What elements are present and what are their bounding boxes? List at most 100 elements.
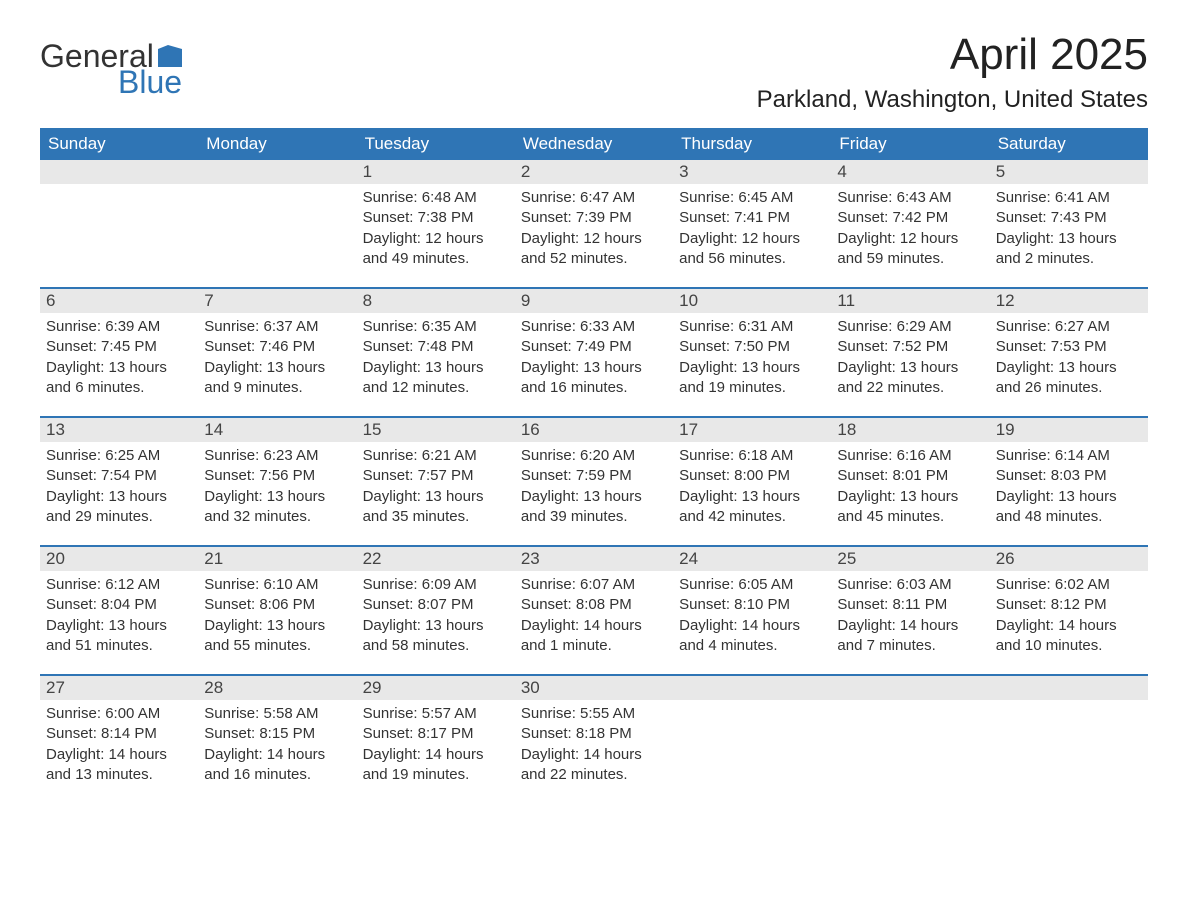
sunrise-line: Sunrise: 6:37 AM bbox=[204, 317, 350, 337]
daylight-line: Daylight: 13 hours and 42 minutes. bbox=[679, 487, 825, 528]
sunrise-line: Sunrise: 6:00 AM bbox=[46, 704, 192, 724]
daylight-line: Daylight: 13 hours and 55 minutes. bbox=[204, 616, 350, 657]
day-cell: 14Sunrise: 6:23 AMSunset: 7:56 PMDayligh… bbox=[198, 417, 356, 546]
sunset-line: Sunset: 8:18 PM bbox=[521, 724, 667, 744]
sunrise-line: Sunrise: 6:35 AM bbox=[363, 317, 509, 337]
sunrise-line: Sunrise: 6:05 AM bbox=[679, 575, 825, 595]
day-body bbox=[673, 700, 831, 800]
sunrise-line: Sunrise: 6:45 AM bbox=[679, 188, 825, 208]
day-number bbox=[198, 160, 356, 184]
sunset-line: Sunset: 7:49 PM bbox=[521, 337, 667, 357]
sunrise-line: Sunrise: 6:43 AM bbox=[837, 188, 983, 208]
day-body: Sunrise: 6:09 AMSunset: 8:07 PMDaylight:… bbox=[357, 571, 515, 674]
day-cell: 18Sunrise: 6:16 AMSunset: 8:01 PMDayligh… bbox=[831, 417, 989, 546]
day-number: 10 bbox=[673, 289, 831, 313]
day-cell bbox=[831, 675, 989, 803]
day-body: Sunrise: 6:05 AMSunset: 8:10 PMDaylight:… bbox=[673, 571, 831, 674]
sunset-line: Sunset: 8:11 PM bbox=[837, 595, 983, 615]
day-cell: 6Sunrise: 6:39 AMSunset: 7:45 PMDaylight… bbox=[40, 288, 198, 417]
sunset-line: Sunset: 8:00 PM bbox=[679, 466, 825, 486]
sunrise-line: Sunrise: 6:29 AM bbox=[837, 317, 983, 337]
day-body: Sunrise: 6:07 AMSunset: 8:08 PMDaylight:… bbox=[515, 571, 673, 674]
day-number: 20 bbox=[40, 547, 198, 571]
day-cell: 12Sunrise: 6:27 AMSunset: 7:53 PMDayligh… bbox=[990, 288, 1148, 417]
daylight-line: Daylight: 13 hours and 26 minutes. bbox=[996, 358, 1142, 399]
sunset-line: Sunset: 7:42 PM bbox=[837, 208, 983, 228]
day-number: 15 bbox=[357, 418, 515, 442]
day-number: 9 bbox=[515, 289, 673, 313]
sunset-line: Sunset: 7:43 PM bbox=[996, 208, 1142, 228]
day-cell: 17Sunrise: 6:18 AMSunset: 8:00 PMDayligh… bbox=[673, 417, 831, 546]
day-number: 2 bbox=[515, 160, 673, 184]
sunrise-line: Sunrise: 6:48 AM bbox=[363, 188, 509, 208]
title-block: April 2025 Parkland, Washington, United … bbox=[757, 30, 1148, 114]
day-cell: 22Sunrise: 6:09 AMSunset: 8:07 PMDayligh… bbox=[357, 546, 515, 675]
sunrise-line: Sunrise: 6:16 AM bbox=[837, 446, 983, 466]
day-cell: 26Sunrise: 6:02 AMSunset: 8:12 PMDayligh… bbox=[990, 546, 1148, 675]
daylight-line: Daylight: 13 hours and 22 minutes. bbox=[837, 358, 983, 399]
sunset-line: Sunset: 8:15 PM bbox=[204, 724, 350, 744]
day-cell: 23Sunrise: 6:07 AMSunset: 8:08 PMDayligh… bbox=[515, 546, 673, 675]
week-row: 13Sunrise: 6:25 AMSunset: 7:54 PMDayligh… bbox=[40, 417, 1148, 546]
sunrise-line: Sunrise: 5:58 AM bbox=[204, 704, 350, 724]
daylight-line: Daylight: 13 hours and 2 minutes. bbox=[996, 229, 1142, 270]
sunrise-line: Sunrise: 6:03 AM bbox=[837, 575, 983, 595]
sunrise-line: Sunrise: 6:31 AM bbox=[679, 317, 825, 337]
weekday-header: Friday bbox=[831, 128, 989, 160]
sunset-line: Sunset: 7:41 PM bbox=[679, 208, 825, 228]
day-number: 5 bbox=[990, 160, 1148, 184]
weekday-header: Monday bbox=[198, 128, 356, 160]
daylight-line: Daylight: 13 hours and 9 minutes. bbox=[204, 358, 350, 399]
day-body: Sunrise: 6:25 AMSunset: 7:54 PMDaylight:… bbox=[40, 442, 198, 545]
day-number: 18 bbox=[831, 418, 989, 442]
day-body: Sunrise: 6:03 AMSunset: 8:11 PMDaylight:… bbox=[831, 571, 989, 674]
day-number: 22 bbox=[357, 547, 515, 571]
day-body: Sunrise: 6:27 AMSunset: 7:53 PMDaylight:… bbox=[990, 313, 1148, 416]
month-title: April 2025 bbox=[757, 30, 1148, 80]
day-body: Sunrise: 6:29 AMSunset: 7:52 PMDaylight:… bbox=[831, 313, 989, 416]
day-number: 19 bbox=[990, 418, 1148, 442]
sunset-line: Sunset: 7:45 PM bbox=[46, 337, 192, 357]
day-cell: 19Sunrise: 6:14 AMSunset: 8:03 PMDayligh… bbox=[990, 417, 1148, 546]
day-number: 29 bbox=[357, 676, 515, 700]
day-body: Sunrise: 5:58 AMSunset: 8:15 PMDaylight:… bbox=[198, 700, 356, 803]
sunrise-line: Sunrise: 6:09 AM bbox=[363, 575, 509, 595]
day-number: 7 bbox=[198, 289, 356, 313]
day-cell: 20Sunrise: 6:12 AMSunset: 8:04 PMDayligh… bbox=[40, 546, 198, 675]
sunset-line: Sunset: 8:12 PM bbox=[996, 595, 1142, 615]
daylight-line: Daylight: 13 hours and 51 minutes. bbox=[46, 616, 192, 657]
day-number: 12 bbox=[990, 289, 1148, 313]
sunrise-line: Sunrise: 6:10 AM bbox=[204, 575, 350, 595]
day-number: 26 bbox=[990, 547, 1148, 571]
day-number: 3 bbox=[673, 160, 831, 184]
day-cell: 25Sunrise: 6:03 AMSunset: 8:11 PMDayligh… bbox=[831, 546, 989, 675]
day-body: Sunrise: 6:20 AMSunset: 7:59 PMDaylight:… bbox=[515, 442, 673, 545]
daylight-line: Daylight: 13 hours and 19 minutes. bbox=[679, 358, 825, 399]
day-cell: 1Sunrise: 6:48 AMSunset: 7:38 PMDaylight… bbox=[357, 160, 515, 288]
sunset-line: Sunset: 8:14 PM bbox=[46, 724, 192, 744]
sunrise-line: Sunrise: 6:23 AM bbox=[204, 446, 350, 466]
weekday-header-row: Sunday Monday Tuesday Wednesday Thursday… bbox=[40, 128, 1148, 160]
day-body: Sunrise: 6:02 AMSunset: 8:12 PMDaylight:… bbox=[990, 571, 1148, 674]
day-cell: 24Sunrise: 6:05 AMSunset: 8:10 PMDayligh… bbox=[673, 546, 831, 675]
day-number: 4 bbox=[831, 160, 989, 184]
day-number bbox=[831, 676, 989, 700]
weekday-header: Saturday bbox=[990, 128, 1148, 160]
day-cell: 10Sunrise: 6:31 AMSunset: 7:50 PMDayligh… bbox=[673, 288, 831, 417]
sunrise-line: Sunrise: 6:12 AM bbox=[46, 575, 192, 595]
sunrise-line: Sunrise: 6:07 AM bbox=[521, 575, 667, 595]
day-number: 11 bbox=[831, 289, 989, 313]
daylight-line: Daylight: 13 hours and 39 minutes. bbox=[521, 487, 667, 528]
day-number: 21 bbox=[198, 547, 356, 571]
day-body: Sunrise: 6:48 AMSunset: 7:38 PMDaylight:… bbox=[357, 184, 515, 287]
day-cell: 4Sunrise: 6:43 AMSunset: 7:42 PMDaylight… bbox=[831, 160, 989, 288]
day-cell: 2Sunrise: 6:47 AMSunset: 7:39 PMDaylight… bbox=[515, 160, 673, 288]
day-number: 24 bbox=[673, 547, 831, 571]
day-number: 13 bbox=[40, 418, 198, 442]
day-number: 30 bbox=[515, 676, 673, 700]
day-cell: 29Sunrise: 5:57 AMSunset: 8:17 PMDayligh… bbox=[357, 675, 515, 803]
daylight-line: Daylight: 13 hours and 45 minutes. bbox=[837, 487, 983, 528]
sunset-line: Sunset: 7:54 PM bbox=[46, 466, 192, 486]
day-cell: 5Sunrise: 6:41 AMSunset: 7:43 PMDaylight… bbox=[990, 160, 1148, 288]
sunrise-line: Sunrise: 6:47 AM bbox=[521, 188, 667, 208]
